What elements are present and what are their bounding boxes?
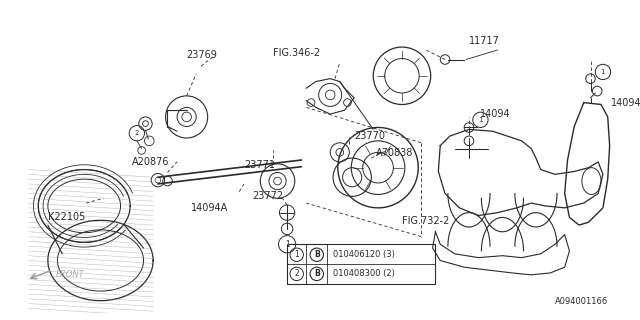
- Text: B: B: [314, 250, 319, 259]
- Text: 1: 1: [285, 240, 289, 249]
- Text: 14094: 14094: [481, 109, 511, 119]
- Text: 1: 1: [294, 250, 299, 259]
- Text: 14094: 14094: [611, 98, 640, 108]
- Text: 11717: 11717: [469, 36, 500, 46]
- Text: 1: 1: [601, 69, 605, 75]
- Text: FIG.346-2: FIG.346-2: [273, 48, 320, 58]
- Text: 23770: 23770: [354, 131, 385, 141]
- Text: 14094A: 14094A: [191, 203, 228, 213]
- Text: 23769: 23769: [187, 50, 218, 60]
- Text: FRONT: FRONT: [56, 270, 84, 279]
- Text: 23772: 23772: [253, 191, 284, 201]
- Text: 010406120 (3): 010406120 (3): [333, 250, 395, 259]
- Text: A20876: A20876: [132, 157, 170, 167]
- Text: A094001166: A094001166: [554, 297, 608, 307]
- Text: 2: 2: [294, 269, 299, 278]
- Text: 23771: 23771: [244, 160, 275, 170]
- Text: FIG.732-2: FIG.732-2: [402, 216, 449, 226]
- Text: B: B: [314, 269, 319, 278]
- Text: K22105: K22105: [48, 212, 85, 222]
- Text: 2: 2: [134, 130, 139, 136]
- Text: 1: 1: [478, 117, 483, 123]
- Text: A70838: A70838: [376, 148, 413, 158]
- Text: 010408300 (2): 010408300 (2): [333, 269, 395, 278]
